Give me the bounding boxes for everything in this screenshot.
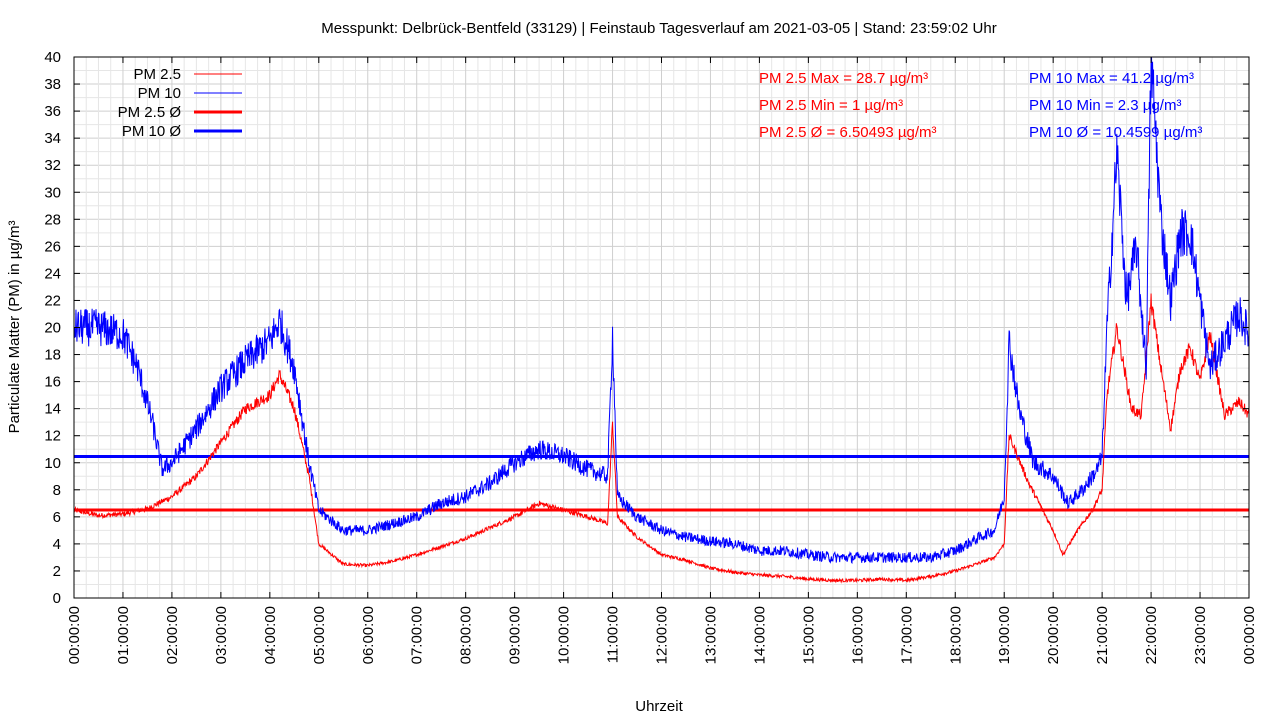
- x-tick-label: 04:00:00: [262, 606, 279, 664]
- y-tick-label: 2: [53, 563, 61, 580]
- x-tick-label: 22:00:00: [1143, 606, 1160, 664]
- x-tick-label: 00:00:00: [66, 606, 83, 664]
- y-tick-label: 34: [44, 130, 61, 147]
- pm25-avg-label: PM 2.5 Ø = 6.50493 µg/m³: [759, 124, 936, 141]
- y-tick-label: 22: [44, 292, 61, 309]
- x-tick-label: 14:00:00: [751, 606, 768, 664]
- y-tick-label: 10: [44, 455, 61, 472]
- y-tick-label: 26: [44, 238, 61, 255]
- y-tick-label: 4: [53, 536, 61, 553]
- y-tick-label: 6: [53, 509, 61, 526]
- pm10-series-line: [73, 56, 1250, 565]
- y-tick-label: 24: [44, 265, 61, 282]
- y-tick-label: 16: [44, 374, 61, 391]
- x-tick-label: 23:00:00: [1192, 606, 1209, 664]
- legend: PM 2.5 PM 10 PM 2.5 Ø PM 10 Ø: [118, 66, 242, 140]
- x-tick-label: 03:00:00: [213, 606, 230, 664]
- y-tick-label: 32: [44, 157, 61, 174]
- legend-label-pm25-avg: PM 2.5 Ø: [118, 104, 182, 121]
- legend-label-pm10: PM 10: [138, 85, 181, 102]
- x-tick-label: 20:00:00: [1045, 606, 1062, 664]
- y-tick-label: 12: [44, 428, 61, 445]
- x-tick-label: 08:00:00: [458, 606, 475, 664]
- y-tick-label: 38: [44, 76, 61, 93]
- x-axis-ticks: 00:00:00 01:00:00 02:00:00 03:00:00 04:00:00…: [66, 57, 1258, 664]
- y-tick-label: 36: [44, 103, 61, 120]
- x-tick-label: 00:00:00: [1241, 606, 1258, 664]
- x-tick-label: 21:00:00: [1094, 606, 1111, 664]
- x-tick-label: 17:00:00: [898, 606, 915, 664]
- y-tick-label: 20: [44, 320, 61, 337]
- y-tick-label: 14: [44, 401, 61, 418]
- x-tick-label: 10:00:00: [556, 606, 573, 664]
- x-tick-label: 13:00:00: [702, 606, 719, 664]
- x-tick-label: 01:00:00: [115, 606, 132, 664]
- y-tick-label: 18: [44, 347, 61, 364]
- legend-label-pm25: PM 2.5: [133, 66, 181, 83]
- pm10-avg-label: PM 10 Ø = 10.4599 µg/m³: [1029, 124, 1202, 141]
- x-tick-label: 02:00:00: [164, 606, 181, 664]
- x-tick-label: 18:00:00: [947, 606, 964, 664]
- y-tick-label: 40: [44, 49, 61, 66]
- series-lines: [73, 56, 1250, 584]
- y-tick-label: 28: [44, 211, 61, 228]
- pm10-min-label: PM 10 Min = 2.3 µg/m³: [1029, 97, 1181, 114]
- legend-label-pm10-avg: PM 10 Ø: [122, 123, 182, 140]
- y-axis-label: Particulate Matter (PM) in µg/m³: [6, 221, 23, 434]
- x-tick-label: 15:00:00: [800, 606, 817, 664]
- pm25-min-label: PM 2.5 Min = 1 µg/m³: [759, 97, 903, 114]
- stats-annotations: PM 2.5 Max = 28.7 µg/m³ PM 2.5 Min = 1 µ…: [759, 70, 1202, 141]
- x-tick-label: 19:00:00: [996, 606, 1013, 664]
- pm25-series-line: [73, 293, 1250, 584]
- chart-title: Messpunkt: Delbrück-Bentfeld (33129) | F…: [321, 20, 996, 37]
- y-tick-label: 8: [53, 482, 61, 499]
- pm25-max-label: PM 2.5 Max = 28.7 µg/m³: [759, 70, 928, 87]
- x-tick-label: 05:00:00: [311, 606, 328, 664]
- x-tick-label: 09:00:00: [507, 606, 524, 664]
- x-tick-label: 11:00:00: [605, 606, 622, 663]
- x-axis-label: Uhrzeit: [635, 698, 683, 715]
- y-tick-label: 0: [53, 590, 61, 607]
- y-tick-label: 30: [44, 184, 61, 201]
- x-tick-label: 12:00:00: [654, 606, 671, 664]
- pm10-max-label: PM 10 Max = 41.2 µg/m³: [1029, 70, 1194, 87]
- x-tick-label: 16:00:00: [849, 606, 866, 664]
- x-tick-label: 06:00:00: [360, 606, 377, 664]
- average-lines: [74, 455, 1249, 512]
- x-tick-label: 07:00:00: [409, 606, 426, 664]
